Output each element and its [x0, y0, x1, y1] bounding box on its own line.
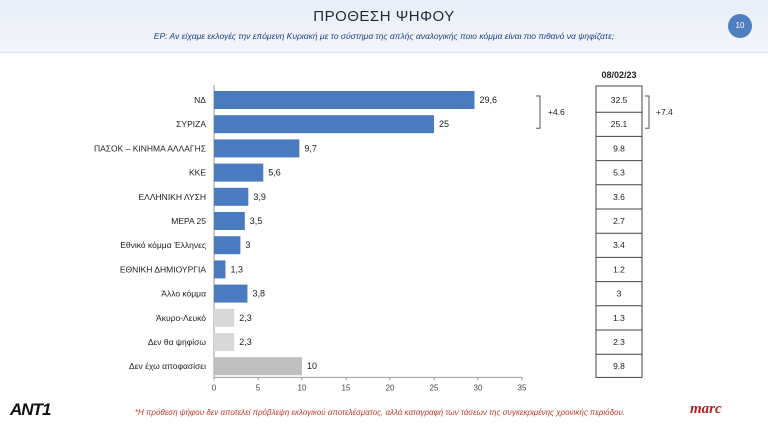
bar-value-label: 1,3 — [230, 264, 243, 274]
comparison-table — [595, 85, 643, 378]
marc-logo: marc — [690, 401, 722, 417]
x-tick-label: 5 — [256, 383, 261, 392]
category-label: ΣΥΡΙΖΑ — [176, 119, 206, 129]
comparison-value: 1.3 — [613, 313, 625, 323]
comparison-value: 5.3 — [613, 168, 625, 178]
bar-value-label: 9,7 — [304, 143, 317, 153]
footnote: *Η πρόθεση ψήφου δεν αποτελεί πρόβλεψη ε… — [134, 408, 626, 417]
bar — [214, 91, 475, 109]
survey-question: ΕΡ: Αν είχαμε εκλογές την επόμενη Κυριακ… — [153, 31, 615, 41]
bar — [214, 284, 248, 303]
bar — [214, 187, 249, 206]
category-label: Δεν έχω αποφασίσει — [129, 361, 206, 371]
comparison-value: 2.7 — [613, 216, 625, 226]
gap-label: +4.6 — [548, 107, 565, 117]
comparison-value: 3.6 — [613, 192, 625, 202]
bar-value-label: 3,8 — [252, 289, 265, 299]
x-tick-label: 30 — [474, 383, 483, 392]
bar-value-label: 10 — [307, 361, 317, 371]
x-tick-label: 0 — [212, 383, 217, 392]
category-label: ΕΘΝΙΚΗ ΔΗΜΙΟΥΡΓΙΑ — [120, 264, 206, 274]
comparison-value: 25.1 — [611, 119, 628, 129]
category-label: ΠΑΣΟΚ – ΚΙΝΗΜΑ ΑΛΛΑΓΗΣ — [94, 143, 206, 153]
bar — [214, 333, 235, 351]
bar-value-label: 29,6 — [479, 95, 497, 105]
category-label: Δεν θα ψηφίσω — [148, 337, 207, 347]
header-band — [0, 0, 768, 53]
category-label: ΚΚΕ — [189, 168, 206, 178]
bar — [214, 357, 302, 376]
category-label: ΜΕΡΑ 25 — [171, 216, 206, 226]
comparison-value: 9.8 — [613, 143, 625, 153]
x-tick-label: 10 — [298, 383, 307, 392]
comparison-value: 32.5 — [611, 95, 628, 105]
bar — [214, 163, 264, 182]
category-label: ΝΔ — [194, 95, 206, 105]
bar-value-label: 3 — [245, 240, 250, 250]
page-number-badge: 10 — [728, 14, 752, 38]
page-title: ΠΡΟΘΕΣΗ ΨΗΦΟΥ — [313, 8, 455, 25]
comparison-value: 3.4 — [613, 240, 625, 250]
comparison-date-header: 08/02/23 — [601, 70, 636, 80]
bar — [214, 115, 434, 134]
bar-plot-area: 0 5 10 15 20 25 30 35 ΝΔ 29,6 ΣΥΡΙΖΑ 25 ΠΑΣΟΚ – ΚΙΝΗ… — [94, 85, 565, 392]
bar-value-label: 2,3 — [239, 337, 252, 347]
comparison-value: 3 — [617, 289, 622, 299]
category-label: Εθνικό κόμμα Έλληνες — [120, 240, 206, 250]
bar-value-label: 25 — [439, 119, 449, 129]
comparison-value: 9.8 — [613, 361, 625, 371]
ant1-logo: ANT1 — [10, 400, 51, 419]
bar — [214, 308, 235, 327]
category-label: Άλλο κόμμα — [161, 289, 206, 299]
x-tick-label: 20 — [386, 383, 395, 392]
category-label: Άκυρο-Λευκό — [156, 313, 206, 323]
comparison-value: 1.2 — [613, 264, 625, 274]
comparison-gap-bracket — [645, 95, 650, 129]
category-label: ΕΛΛΗΝΙΚΗ ΛΥΣΗ — [139, 192, 206, 202]
x-tick-label: 25 — [430, 383, 439, 392]
bar-value-label: 3,9 — [253, 192, 266, 202]
bar-value-label: 2,3 — [239, 313, 252, 323]
comparison-panel: 08/02/23 32.5 25.1 9.8 5.3 3.6 2.7 3.4 1.2 3 1.3 2.… — [595, 70, 673, 378]
bar — [214, 236, 241, 255]
comparison-value: 2.3 — [613, 337, 625, 347]
x-tick-label: 15 — [342, 383, 351, 392]
bar-value-label: 5,6 — [268, 168, 281, 178]
bar — [214, 139, 300, 158]
comparison-gap-label: +7.4 — [656, 107, 673, 117]
bar-value-label: 3,5 — [250, 216, 263, 226]
x-tick-label: 35 — [518, 383, 527, 392]
bar — [214, 212, 245, 230]
bar — [214, 260, 226, 279]
gap-bracket — [536, 95, 541, 129]
